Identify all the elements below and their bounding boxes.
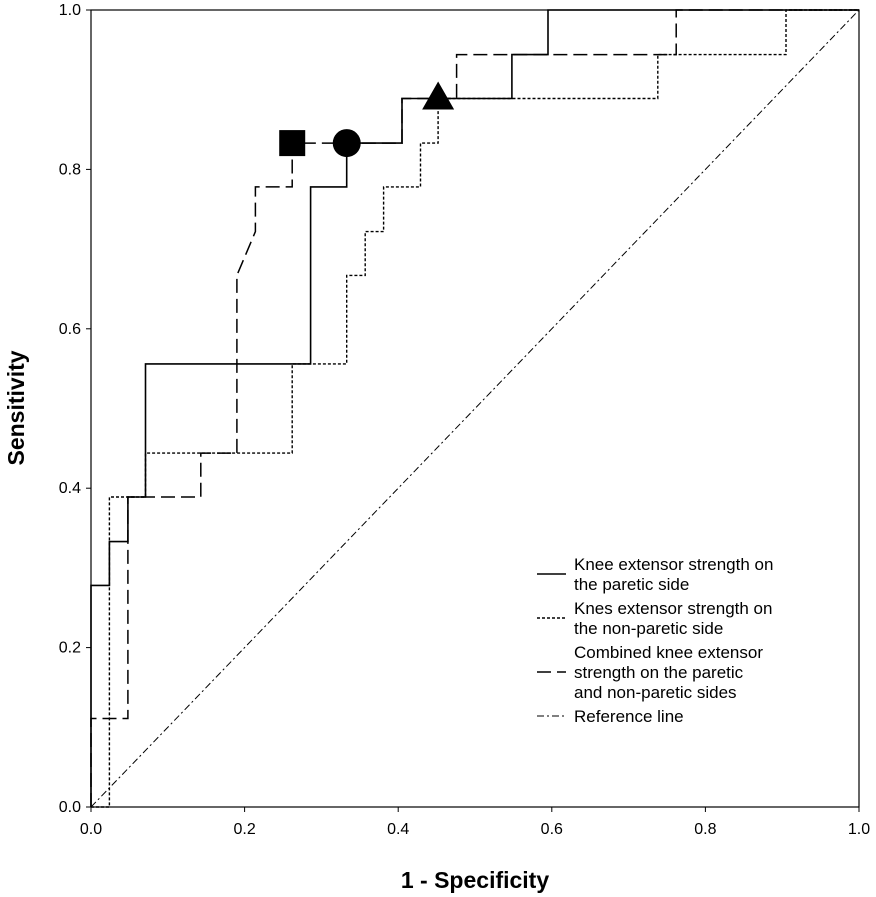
legend-label: the non-paretic side [574, 619, 723, 638]
marker-layer [279, 81, 455, 158]
circle-marker [332, 129, 361, 158]
x-tick-label: 0.4 [387, 821, 409, 838]
triangle-marker [422, 81, 455, 110]
plot-frame [90, 9, 860, 808]
x-tick-label: 0.6 [541, 821, 563, 838]
legend-label: and non-paretic sides [574, 683, 737, 702]
y-tick-label: 1.0 [59, 2, 81, 19]
series-line-dash-dot [90, 9, 860, 808]
y-tick-label: 0.8 [59, 161, 81, 178]
y-tick-label: 0.6 [59, 321, 81, 338]
tick-layer: 0.0 0.2 0.4 0.6 0.8 1.0 0.0 0.2 0.4 0.6 0.8 1.0 [59, 2, 870, 838]
y-tick-label: 0.4 [59, 480, 81, 497]
legend-label: the paretic side [574, 575, 689, 594]
legend-label: strength on the paretic [574, 663, 744, 682]
legend-label: Reference line [574, 707, 684, 726]
y-tick-label: 0.2 [59, 640, 81, 657]
legend-label: Knee extensor strength on [574, 555, 773, 574]
y-tick-label: 0.0 [59, 799, 81, 816]
series-layer [90, 9, 860, 808]
x-tick-label: 0.0 [80, 821, 102, 838]
y-axis-title: Sensitivity [3, 350, 29, 465]
axes-layer [90, 9, 860, 808]
x-tick-label: 0.2 [233, 821, 255, 838]
x-tick-label: 0.8 [694, 821, 716, 838]
square-marker [279, 130, 306, 157]
x-tick-label: 1.0 [848, 821, 870, 838]
series-line-solid [90, 9, 859, 807]
legend-label: Knes extensor strength on [574, 599, 772, 618]
legend-label: Combined knee extensor [574, 643, 763, 662]
x-axis-title: 1 - Specificity [401, 867, 549, 893]
